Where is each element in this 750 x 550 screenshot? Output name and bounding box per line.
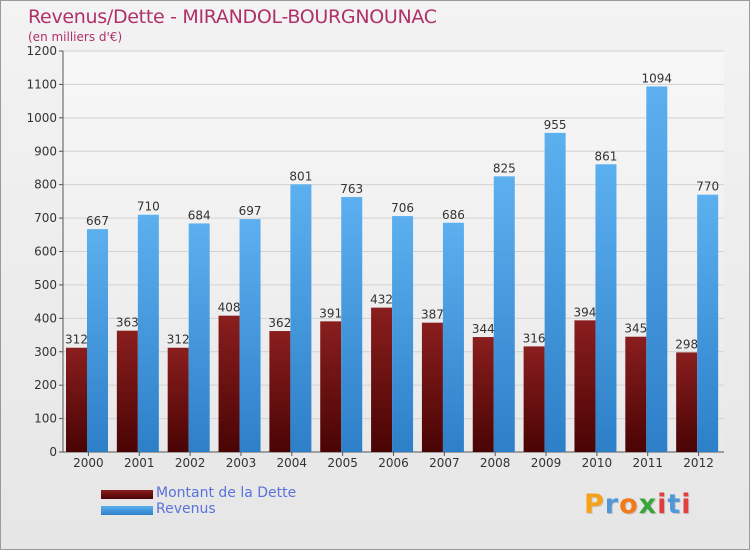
- data-label-revenue: 1094: [642, 71, 673, 85]
- x-tick-label: 2002: [175, 456, 206, 470]
- x-tick-label: 2005: [327, 456, 358, 470]
- x-tick-label: 2009: [531, 456, 562, 470]
- logo-letter: P: [584, 489, 605, 520]
- data-label-debt: 391: [319, 306, 342, 320]
- logo-letter: t: [667, 489, 682, 520]
- data-label-debt: 363: [116, 316, 139, 330]
- x-tick-label: 2004: [277, 456, 308, 470]
- legend-label-revenue: Revenus: [156, 501, 216, 517]
- chart-subtitle: (en milliers d'€): [28, 30, 123, 44]
- logo-letter: x: [638, 489, 658, 520]
- x-tick-label: 2011: [632, 456, 663, 470]
- data-label-revenue: 825: [493, 161, 516, 175]
- data-label-revenue: 763: [340, 182, 363, 196]
- bar-debt: [421, 322, 443, 452]
- y-tick-label: 1100: [26, 77, 57, 91]
- data-label-debt: 316: [523, 331, 546, 345]
- data-label-debt: 312: [65, 333, 88, 347]
- y-tick-label: 0: [49, 445, 57, 459]
- legend-swatch-debt: [101, 490, 153, 499]
- bar-revenue: [544, 132, 566, 452]
- bar-revenue: [188, 223, 210, 452]
- data-label-debt: 394: [574, 305, 597, 319]
- bar-revenue: [137, 214, 159, 452]
- bar-revenue: [595, 164, 617, 452]
- logo-letter: i: [681, 489, 692, 520]
- data-label-debt: 298: [675, 337, 698, 351]
- y-tick-label: 700: [34, 211, 57, 225]
- data-label-revenue: 706: [391, 201, 414, 215]
- x-tick-label: 2001: [124, 456, 155, 470]
- bar-revenue: [239, 219, 261, 452]
- bar-debt: [320, 321, 342, 452]
- data-label-revenue: 801: [289, 169, 312, 183]
- bar-revenue: [442, 222, 464, 452]
- data-label-debt: 312: [167, 333, 190, 347]
- y-tick-label: 400: [34, 311, 57, 325]
- x-tick-label: 2008: [480, 456, 511, 470]
- x-tick-label: 2006: [378, 456, 409, 470]
- y-tick-label: 300: [34, 345, 57, 359]
- bar-debt: [574, 320, 596, 452]
- y-tick-label: 800: [34, 178, 57, 192]
- logo-letter: r: [604, 489, 620, 520]
- bar-debt: [472, 337, 494, 452]
- bar-revenue: [290, 184, 312, 452]
- x-tick-label: 2012: [683, 456, 714, 470]
- bar-debt: [269, 331, 291, 452]
- bar-revenue: [341, 197, 363, 452]
- data-label-revenue: 770: [696, 180, 719, 194]
- y-tick-label: 500: [34, 278, 57, 292]
- bar-revenue: [697, 194, 719, 453]
- data-label-revenue: 861: [595, 149, 618, 163]
- data-label-debt: 432: [370, 293, 393, 307]
- bar-debt: [676, 352, 698, 452]
- y-tick-label: 1000: [26, 111, 57, 125]
- data-label-revenue: 667: [86, 214, 109, 228]
- data-label-debt: 345: [624, 322, 647, 336]
- x-tick-label: 2007: [429, 456, 460, 470]
- bar-revenue: [493, 176, 515, 452]
- logo-letter: o: [619, 489, 639, 520]
- y-tick-label: 1200: [26, 44, 57, 58]
- bar-debt: [116, 330, 138, 452]
- bar-debt: [66, 347, 87, 452]
- x-tick-label: 2003: [226, 456, 257, 470]
- data-label-revenue: 686: [442, 208, 465, 222]
- legend-swatch-revenue: [101, 506, 153, 515]
- logo-letter: i: [657, 489, 668, 520]
- bar-debt: [371, 307, 393, 452]
- data-label-debt: 387: [421, 308, 444, 322]
- data-label-revenue: 710: [137, 200, 160, 214]
- bar-revenue: [392, 216, 414, 452]
- y-tick-label: 600: [34, 245, 57, 259]
- y-tick-label: 900: [34, 144, 57, 158]
- data-label-revenue: 684: [188, 208, 211, 222]
- proxiti-logo: Proxiti: [584, 489, 692, 520]
- data-label-debt: 362: [268, 316, 291, 330]
- data-label-revenue: 697: [239, 204, 262, 218]
- legend-label-debt: Montant de la Dette: [156, 485, 297, 501]
- bar-debt: [625, 336, 647, 452]
- chart-title: Revenus/Dette - MIRANDOL-BOURGNOUNAC: [28, 6, 437, 28]
- data-label-revenue: 955: [544, 118, 567, 132]
- x-tick-label: 2010: [582, 456, 613, 470]
- bar-revenue: [87, 229, 108, 452]
- data-label-debt: 408: [218, 301, 241, 315]
- y-tick-label: 200: [34, 378, 57, 392]
- y-tick-label: 100: [34, 412, 57, 426]
- x-tick-label: 2000: [73, 456, 104, 470]
- bar-debt: [523, 346, 545, 452]
- data-label-debt: 344: [472, 322, 495, 336]
- bar-debt: [167, 347, 189, 452]
- bar-debt: [218, 315, 240, 452]
- bar-revenue: [646, 86, 668, 453]
